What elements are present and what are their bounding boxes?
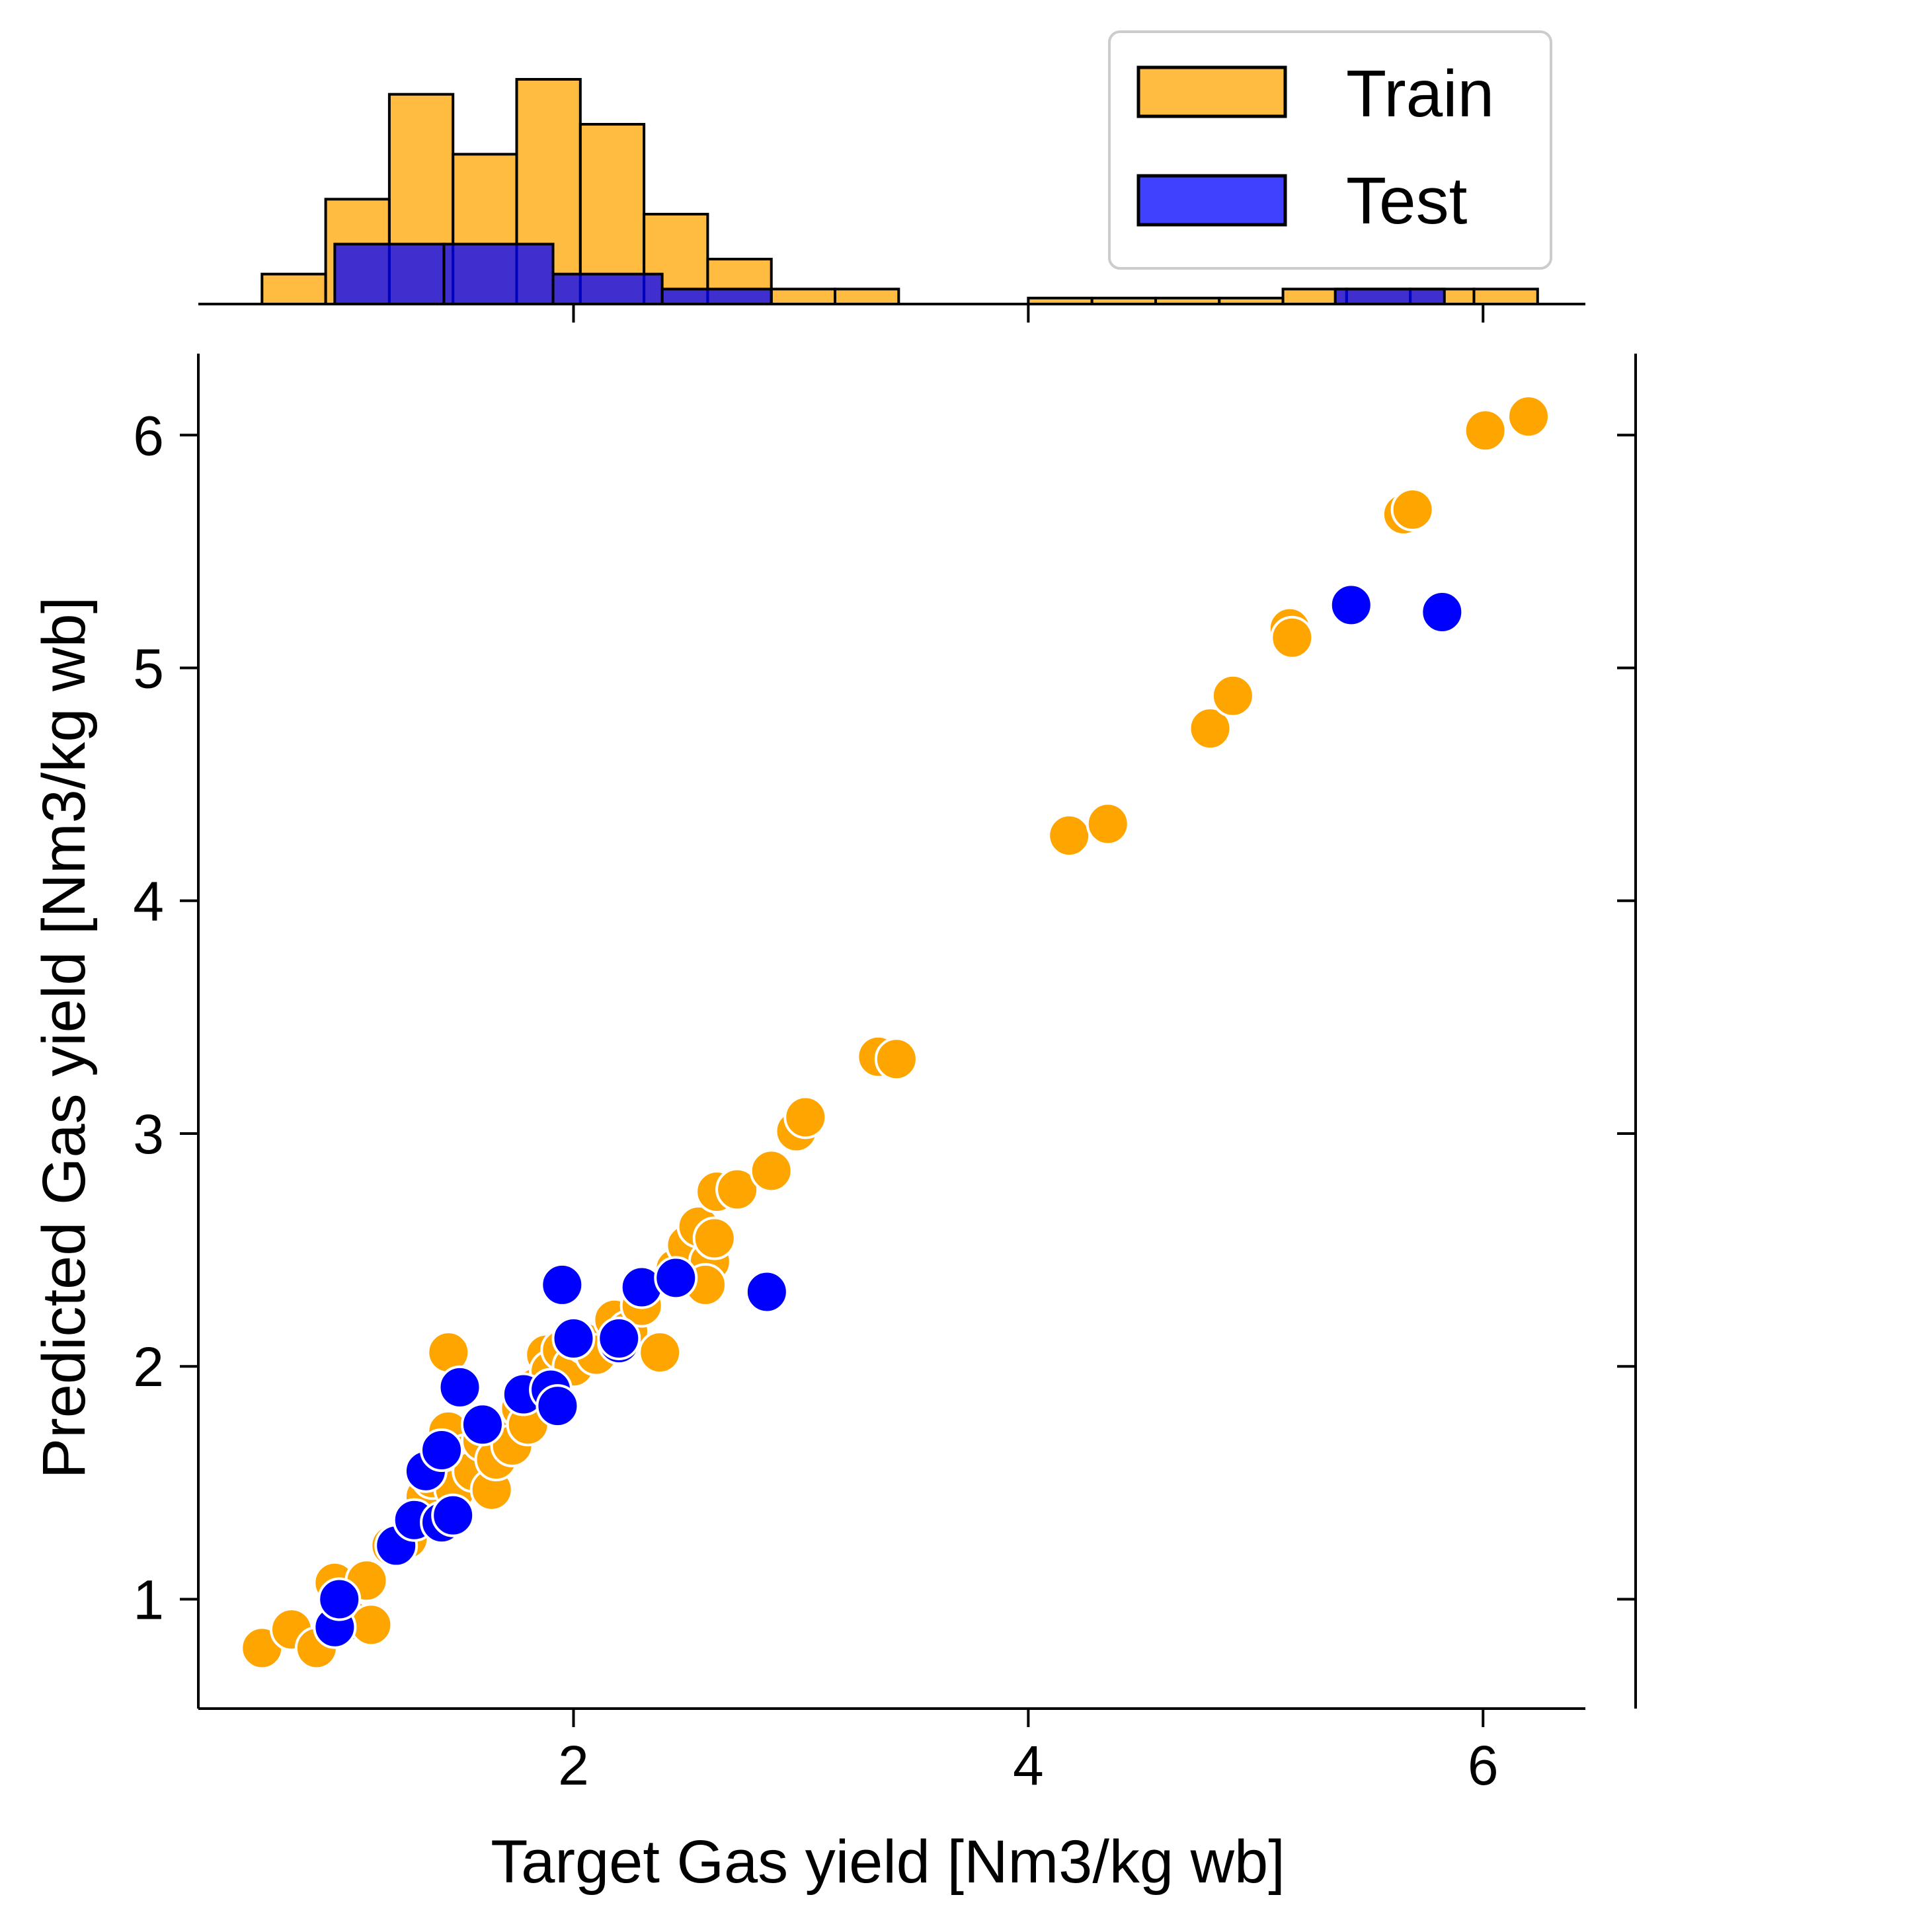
train-point-59 [1507, 395, 1551, 439]
train-point-35 [638, 1331, 682, 1375]
train-point-52 [1188, 707, 1232, 751]
hist-train-bar-8 [770, 288, 837, 306]
train-point-43 [715, 1167, 760, 1212]
test-point-7 [420, 1428, 464, 1473]
test-point-12 [536, 1384, 580, 1428]
test-point-16 [597, 1316, 641, 1360]
test-point-8 [438, 1365, 482, 1409]
train-point-44 [749, 1149, 793, 1193]
train-point-41 [692, 1216, 736, 1260]
legend-swatch-test [1136, 174, 1287, 227]
scatter-points [240, 395, 1551, 1670]
histogram-x-axis [198, 303, 1585, 323]
test-point-18 [654, 1256, 698, 1300]
y-tick-label-6: 6 [133, 405, 164, 467]
x-tick-label-6: 6 [1468, 1734, 1499, 1797]
test-point-14 [551, 1316, 596, 1360]
y-tick-label-4: 4 [133, 870, 164, 933]
right-marginal-axis [1617, 354, 1637, 1709]
test-point-20 [1329, 583, 1373, 627]
y-tick-label-2: 2 [133, 1336, 164, 1398]
test-point-6 [431, 1493, 475, 1537]
hist-train-bar-0 [260, 272, 327, 305]
hist-test-bar-0 [333, 243, 446, 306]
x-tick-label-2: 2 [558, 1734, 589, 1797]
train-point-49 [874, 1037, 918, 1081]
hist-test-bar-3 [660, 288, 773, 306]
test-point-19 [744, 1270, 789, 1314]
legend: Train Test [1108, 30, 1552, 270]
main-axes [197, 354, 1585, 1710]
test-point-1 [317, 1577, 362, 1621]
train-point-53 [1211, 674, 1255, 718]
train-point-46 [783, 1095, 828, 1140]
train-point-58 [1463, 408, 1507, 453]
y-axis-title: Predicted Gas yield [Nm3/kg wb] [30, 597, 98, 1479]
hist-train-bar-9 [834, 288, 900, 306]
legend-label-test: Test [1346, 164, 1468, 238]
hist-test-bar-2 [551, 272, 664, 305]
y-tick-label-1: 1 [133, 1568, 164, 1631]
train-point-57 [1390, 487, 1435, 531]
marginal-histogram [260, 78, 1539, 306]
x-tick-label-4: 4 [1013, 1734, 1044, 1797]
train-point-55 [1270, 615, 1314, 660]
test-point-9 [460, 1403, 504, 1447]
hist-test-bar-5 [1333, 288, 1446, 306]
legend-label-train: Train [1346, 57, 1494, 131]
y-tick-label-3: 3 [133, 1103, 164, 1165]
test-point-21 [1420, 590, 1464, 634]
hist-test-bar-1 [442, 243, 555, 306]
hist-train-high-bar-7 [1472, 288, 1539, 306]
legend-swatch-train [1136, 65, 1287, 118]
x-axis-title: Target Gas yield [Nm3/kg wb] [491, 1828, 1285, 1896]
train-point-50 [1047, 814, 1092, 858]
test-point-13 [540, 1262, 584, 1307]
y-tick-label-5: 5 [133, 638, 164, 700]
axis-ticks: 2 4 6 1 2 3 4 5 6 [133, 405, 1498, 1797]
train-point-51 [1086, 802, 1130, 846]
